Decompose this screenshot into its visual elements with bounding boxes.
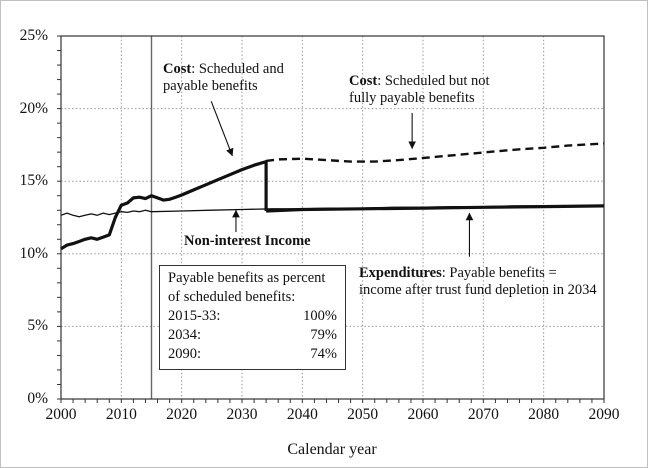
x-tick-label: 2020: [166, 406, 198, 423]
payable-benefits-row-value: 74%: [310, 346, 337, 362]
payable-benefits-heading-2: of scheduled benefits:: [168, 289, 296, 305]
annotation-expenditures-line1: : Payable benefits =: [441, 265, 557, 281]
annotation-expenditures-line2: income after trust fund depletion in 203…: [359, 282, 597, 298]
y-tick-label: 0%: [27, 390, 48, 407]
y-tick-label: 15%: [19, 172, 48, 190]
annotation-cost-not-payable-lead: Cost: [349, 73, 378, 89]
payable-benefits-row-value: 100%: [303, 308, 337, 324]
x-axis-title: Calendar year: [287, 441, 377, 458]
x-tick-label: 2090: [588, 406, 620, 423]
payable-benefits-row-label: 2034:: [168, 327, 202, 343]
payable-benefits-row-label: 2015-33:: [168, 308, 221, 324]
annotation-cost-payable-lead: Cost: [163, 61, 192, 77]
annotation-cost-payable-line2: payable benefits: [163, 78, 258, 94]
annotation-cost-not-payable-line1: : Scheduled but not: [377, 73, 490, 89]
y-tick-label: 10%: [19, 244, 48, 262]
annotation-expenditures-lead: Expenditures: [359, 265, 442, 281]
x-tick-label: 2010: [105, 406, 137, 423]
y-tick-label: 5%: [27, 317, 48, 335]
payable-benefits-row: 2015-33: 100%: [168, 307, 337, 326]
x-tick-label: 2070: [467, 406, 499, 423]
payable-benefits-heading-1: Payable benefits as percent: [168, 270, 326, 286]
payable-benefits-row: 2034: 79%: [168, 326, 337, 345]
payable-benefits-row-label: 2090:: [168, 346, 202, 362]
annotation-cost-payable-line1: : Scheduled and: [191, 61, 284, 77]
x-tick-label: 2050: [347, 406, 379, 423]
x-tick-label: 2030: [226, 406, 258, 423]
x-tick-label: 2000: [45, 406, 77, 423]
x-tick-label: 2040: [286, 406, 318, 423]
payable-benefits-row: 2090: 74%: [168, 345, 337, 364]
annotation-non-interest-income-label: Non-interest Income: [184, 233, 311, 249]
x-tick-label: 2060: [407, 406, 439, 423]
annotation-cost-not-payable: Cost: Scheduled but not fully payable be…: [349, 73, 490, 107]
x-tick-label: 2080: [528, 406, 560, 423]
y-tick-label: 20%: [19, 99, 48, 117]
annotation-expenditures: Expenditures: Payable benefits = income …: [359, 265, 597, 299]
y-tick-label: 25%: [19, 27, 48, 44]
payable-benefits-row-value: 79%: [310, 327, 337, 343]
annotation-cost-payable: Cost: Scheduled and payable benefits: [163, 61, 284, 95]
annotation-non-interest-income: Non-interest Income: [184, 233, 311, 250]
annotation-cost-not-payable-line2: fully payable benefits: [349, 90, 475, 106]
payable-benefits-box: Payable benefits as percent of scheduled…: [159, 265, 346, 370]
